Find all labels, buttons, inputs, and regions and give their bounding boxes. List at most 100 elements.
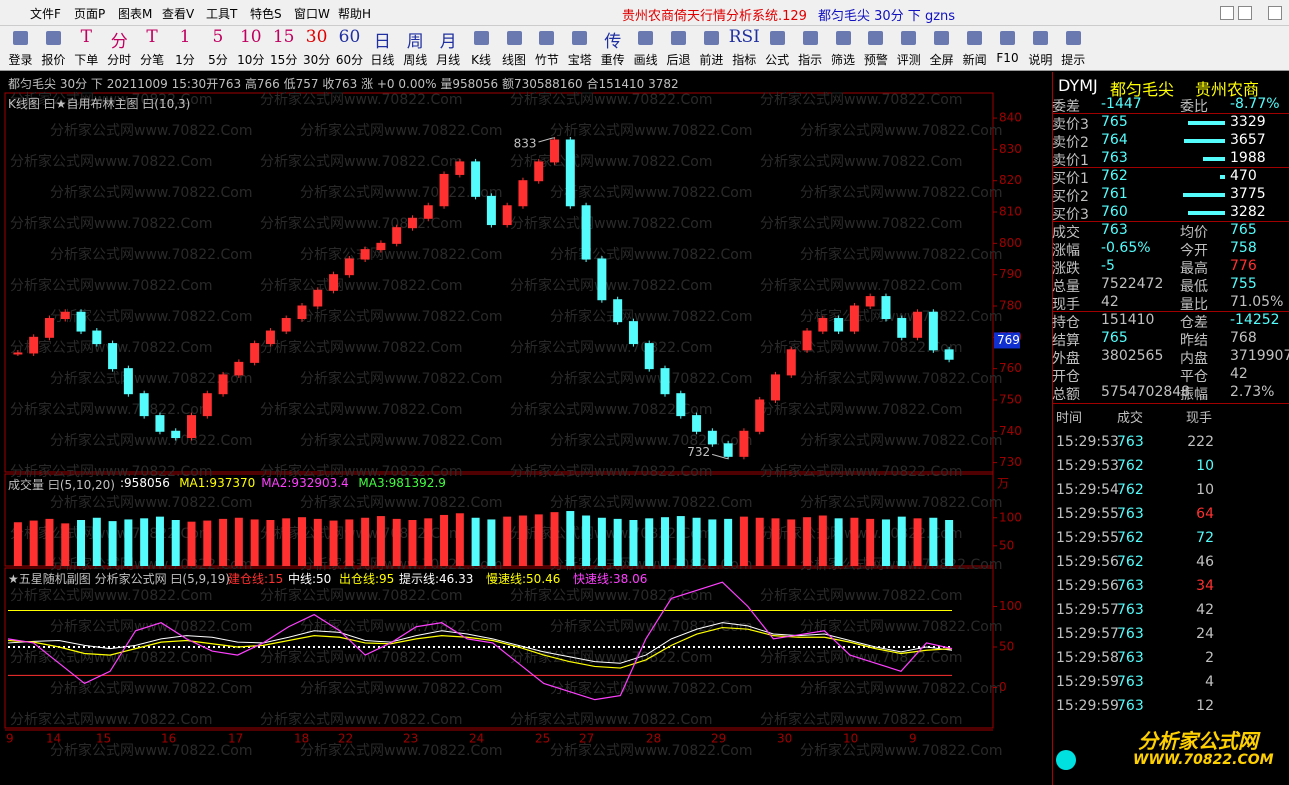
watermark: 分析家公式网www.70822.Com <box>10 215 212 232</box>
watermark: 分析家公式网www.70822.Com <box>510 215 712 232</box>
watermark: 分析家公式网www.70822.Com <box>50 246 252 263</box>
toolbar-button[interactable]: 线图 <box>501 53 526 67</box>
minimize-button[interactable] <box>1220 6 1234 20</box>
candle <box>707 430 717 445</box>
toolbar-button[interactable]: 下单 <box>74 53 99 67</box>
toolbar-button[interactable]: 后退 <box>666 53 691 67</box>
candle <box>897 318 907 338</box>
toolbar-button[interactable]: 5分 <box>208 53 228 67</box>
quote-value: 764 <box>1101 132 1128 148</box>
toolbar-button[interactable]: F10 <box>996 51 1019 65</box>
tick-cell: 763 <box>1117 674 1144 690</box>
tick-cell: 762 <box>1117 530 1144 546</box>
toolbar-button[interactable]: 说明 <box>1028 53 1053 67</box>
watermark: 分析家公式网www.70822.Com <box>550 246 752 263</box>
toolbar-button[interactable]: 宝塔 <box>567 53 592 67</box>
watermark: 分析家公式网www.70822.Com <box>300 308 502 325</box>
volume-bar <box>440 514 449 566</box>
watermark: 分析家公式网www.70822.Com <box>800 618 1002 635</box>
toolbar-button[interactable]: 报价 <box>41 53 66 67</box>
current-price: 769 <box>997 333 1020 347</box>
toolbar-button[interactable]: 指示 <box>798 53 823 67</box>
volume-unit: 万 <box>997 477 1009 491</box>
volume-bar <box>392 518 401 566</box>
toolbar-button[interactable]: 全屏 <box>929 53 954 67</box>
toolbar-icon <box>506 31 522 45</box>
tick-cell: 24 <box>1196 626 1214 642</box>
toolbar-button[interactable]: 竹节 <box>534 53 559 67</box>
toolbar-button[interactable]: 画线 <box>633 53 658 67</box>
toolbar-button[interactable]: 60分 <box>335 53 364 67</box>
quote-value: 758 <box>1230 240 1257 256</box>
x-tick-label: 15 <box>96 732 111 746</box>
candle <box>92 330 102 345</box>
indicator-stat: 快速线:38.06 <box>573 572 648 586</box>
volume-bar <box>77 520 86 566</box>
tick-cell: 64 <box>1196 506 1214 522</box>
menu-item[interactable]: 图表M <box>118 7 153 21</box>
toolbar-button[interactable]: 分时 <box>107 53 132 67</box>
toolbar-button[interactable]: 新闻 <box>962 53 987 67</box>
window-subtitle: 都匀毛尖 30分 下 gzns <box>818 9 956 24</box>
watermark: 分析家公式网www.70822.Com <box>800 680 1002 697</box>
tick-cell: 2 <box>1205 650 1214 666</box>
toolbar-button[interactable]: 指标 <box>732 53 757 67</box>
indicator-stat: 提示线:46.33 <box>399 572 474 586</box>
toolbar-button[interactable]: 周线 <box>403 53 428 67</box>
candle <box>281 318 291 332</box>
watermark: 分析家公式网www.70822.Com <box>800 184 1002 201</box>
candle <box>171 430 181 439</box>
high-label: 833 <box>514 136 537 150</box>
volume-bar <box>724 518 733 566</box>
menu-item[interactable]: 帮助H <box>338 7 372 21</box>
quote-label: 卖价3 <box>1052 117 1089 133</box>
toolbar-button[interactable]: 前进 <box>699 53 724 67</box>
quote-label: 今开 <box>1180 243 1208 259</box>
candle <box>644 343 654 370</box>
toolbar-button[interactable]: 登录 <box>8 53 33 67</box>
watermark: 分析家公式网www.70822.Com <box>260 587 462 604</box>
menu-item[interactable]: 工具T <box>206 7 238 21</box>
toolbar-button[interactable]: 分笔 <box>140 53 165 67</box>
toolbar-button[interactable]: 15分 <box>270 53 298 67</box>
menu-item[interactable]: 窗口W <box>294 7 330 21</box>
restore-button[interactable] <box>1238 6 1252 20</box>
toolbar-button[interactable]: 重传 <box>600 53 625 67</box>
quote-value: 760 <box>1101 204 1128 220</box>
menu-item[interactable]: 特色S <box>250 7 282 21</box>
toolbar-button[interactable]: 筛选 <box>830 53 855 67</box>
quote-label: 开仓 <box>1052 369 1080 385</box>
volume-bar <box>187 521 196 566</box>
indicator-stat: 建仓线:15 <box>228 572 284 586</box>
row-divider <box>1052 221 1289 222</box>
watermark: 分析家公式网www.70822.Com <box>510 587 712 604</box>
toolbar-icon <box>901 31 917 45</box>
toolbar-button[interactable]: 公式 <box>765 53 790 67</box>
tick-cell: 15:29:56 <box>1056 578 1119 594</box>
volume-label: 成交量 曰(5,10,20) <box>8 478 115 492</box>
menu-item[interactable]: 页面P <box>74 7 106 21</box>
toolbar-button[interactable]: 30分 <box>302 53 331 67</box>
quote-value: -8.77% <box>1230 96 1280 112</box>
quote-value: 3657 <box>1230 132 1266 148</box>
watermark: 分析家公式网www.70822.Com <box>760 711 962 728</box>
menu-item[interactable]: 文件F <box>30 7 61 21</box>
toolbar-button[interactable]: 评测 <box>896 53 921 67</box>
close-button[interactable] <box>1268 6 1282 20</box>
toolbar-button[interactable]: K线 <box>471 53 492 67</box>
toolbar-button[interactable]: 月线 <box>436 53 461 67</box>
volume-bar <box>787 519 796 566</box>
menu-item[interactable]: 查看V <box>162 7 195 21</box>
toolbar-icon: 月 <box>439 32 457 52</box>
volume-bar <box>503 516 512 566</box>
quote-label: 卖价2 <box>1052 135 1089 151</box>
toolbar-button[interactable]: 日线 <box>370 53 395 67</box>
quote-label: 委差 <box>1052 99 1080 115</box>
toolbar-button[interactable]: 提示 <box>1061 53 1086 67</box>
toolbar-button[interactable]: 10分 <box>237 53 265 67</box>
toolbar-button[interactable]: 预警 <box>863 53 888 67</box>
toolbar-button[interactable]: 1分 <box>175 53 195 67</box>
candle <box>407 217 417 229</box>
tick-cell: 763 <box>1117 626 1144 642</box>
quote-value: 3775 <box>1230 186 1266 202</box>
